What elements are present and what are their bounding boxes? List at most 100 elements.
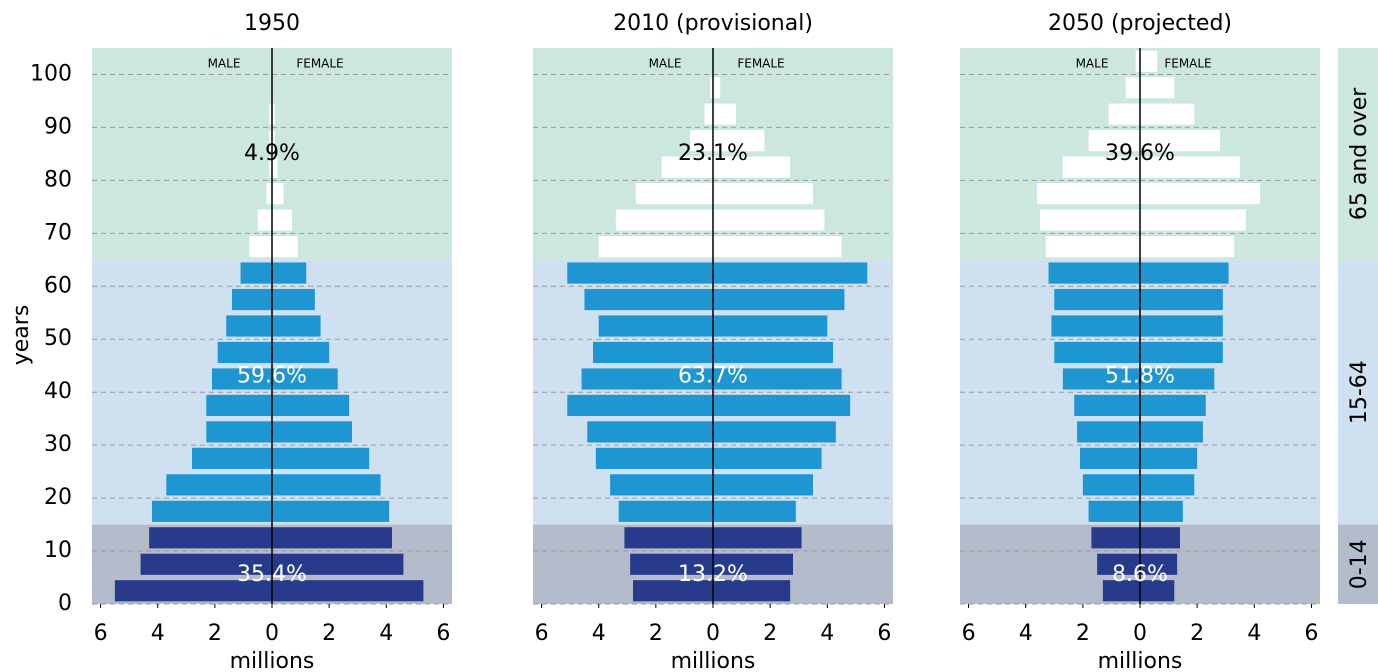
y-tick-label: 60 bbox=[44, 273, 72, 298]
bar bbox=[713, 447, 822, 469]
bar bbox=[713, 527, 802, 549]
bar bbox=[1140, 77, 1175, 99]
bar bbox=[240, 262, 272, 284]
bar bbox=[217, 341, 272, 364]
bar bbox=[1140, 209, 1246, 231]
bar bbox=[1062, 156, 1140, 178]
bar bbox=[1140, 235, 1235, 258]
bar bbox=[587, 421, 713, 443]
x-tick-label: 6 bbox=[94, 621, 108, 646]
bar bbox=[114, 580, 272, 602]
bar bbox=[272, 315, 321, 337]
bar bbox=[1140, 527, 1180, 549]
legend-label: MALE bbox=[208, 57, 241, 71]
bar bbox=[1048, 262, 1140, 284]
x-tick-label: 2 bbox=[649, 621, 663, 646]
bar bbox=[713, 288, 845, 311]
x-tick-label: 4 bbox=[151, 621, 165, 646]
y-axis-label: years bbox=[9, 305, 34, 366]
share-label: 4.9% bbox=[244, 141, 300, 166]
bar bbox=[713, 368, 842, 390]
bar bbox=[272, 130, 275, 152]
bar bbox=[149, 527, 272, 549]
bar bbox=[593, 341, 713, 364]
x-tick-label: 0 bbox=[706, 621, 720, 646]
bar bbox=[272, 553, 404, 575]
bar bbox=[624, 527, 713, 549]
bar bbox=[635, 183, 713, 205]
bar bbox=[584, 288, 713, 311]
bar bbox=[713, 77, 721, 99]
bar bbox=[1140, 341, 1223, 364]
bar bbox=[1140, 447, 1198, 469]
bar bbox=[1140, 262, 1229, 284]
bar bbox=[272, 209, 292, 231]
bar bbox=[226, 315, 272, 337]
bar bbox=[272, 262, 307, 284]
bar bbox=[272, 235, 298, 258]
legend-label: MALE bbox=[1076, 57, 1109, 71]
bar bbox=[581, 368, 713, 390]
bar bbox=[713, 553, 793, 575]
y-tick-label: 80 bbox=[44, 167, 72, 192]
bar bbox=[1045, 235, 1140, 258]
bar bbox=[1088, 130, 1140, 152]
bar bbox=[1140, 50, 1158, 72]
x-tick-label: 2 bbox=[1190, 621, 1204, 646]
bar bbox=[1135, 50, 1140, 72]
bar bbox=[713, 341, 833, 364]
bar bbox=[1140, 183, 1260, 205]
bar bbox=[1054, 288, 1140, 311]
age-group-label: 65 and over bbox=[1347, 87, 1372, 220]
x-tick-label: 4 bbox=[592, 621, 606, 646]
bar bbox=[713, 474, 813, 496]
bar bbox=[1062, 368, 1140, 390]
age-group-label: 0-14 bbox=[1347, 539, 1372, 589]
bar bbox=[1091, 527, 1140, 549]
bar bbox=[272, 421, 352, 443]
bar bbox=[272, 183, 284, 205]
bar bbox=[713, 183, 813, 205]
bar bbox=[269, 103, 272, 125]
bar bbox=[618, 500, 713, 522]
bar bbox=[713, 394, 851, 417]
age-group-strip bbox=[1338, 48, 1378, 260]
share-label: 39.6% bbox=[1105, 141, 1175, 166]
bar bbox=[140, 553, 272, 575]
bar bbox=[232, 288, 272, 311]
x-axis-label: millions bbox=[671, 649, 756, 672]
x-tick-label: 2 bbox=[763, 621, 777, 646]
x-tick-label: 0 bbox=[265, 621, 279, 646]
bar bbox=[206, 394, 272, 417]
bar bbox=[713, 156, 791, 178]
y-tick-label: 50 bbox=[44, 326, 72, 351]
bar bbox=[1140, 553, 1178, 575]
bar bbox=[272, 394, 350, 417]
x-tick-label: 2 bbox=[322, 621, 336, 646]
x-tick-label: 6 bbox=[1304, 621, 1318, 646]
bar bbox=[272, 288, 315, 311]
age-group-strip bbox=[1338, 259, 1378, 525]
bar bbox=[1080, 447, 1140, 469]
x-tick-label: 4 bbox=[379, 621, 393, 646]
bar bbox=[269, 156, 272, 178]
x-tick-label: 0 bbox=[1133, 621, 1147, 646]
legend-label: FEMALE bbox=[737, 57, 784, 71]
chart-title: 2050 (projected) bbox=[1048, 11, 1232, 36]
bar bbox=[713, 235, 842, 258]
bar bbox=[713, 103, 736, 125]
bar bbox=[615, 209, 713, 231]
y-tick-label: 100 bbox=[30, 61, 72, 86]
bar bbox=[1108, 103, 1140, 125]
bar bbox=[710, 77, 713, 99]
bar bbox=[266, 183, 272, 205]
bar bbox=[704, 103, 713, 125]
age-group-label: 15-64 bbox=[1347, 360, 1372, 424]
share-label: 63.7% bbox=[678, 363, 748, 388]
bar bbox=[272, 580, 424, 602]
bar bbox=[1077, 421, 1140, 443]
bar bbox=[272, 500, 390, 522]
bar bbox=[206, 421, 272, 443]
